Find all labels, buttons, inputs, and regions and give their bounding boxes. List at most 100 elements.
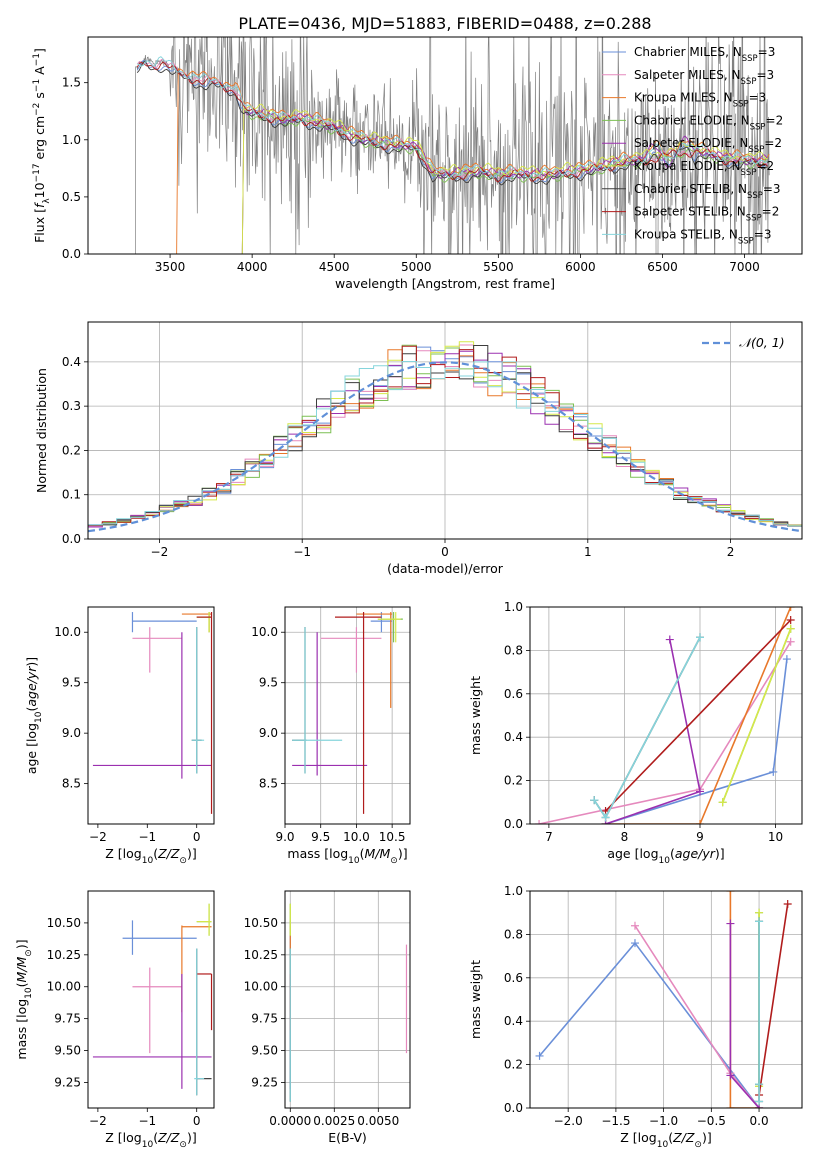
axes-frame (87, 36, 803, 255)
legend-label: Chabrier MILES, NSSP=3 (634, 45, 775, 64)
weight-marker (782, 655, 791, 664)
x-tick-label: 10.5 (379, 830, 406, 844)
errorbar-salpeter-stelib (196, 973, 213, 1031)
axes-frame (284, 606, 411, 825)
errorbar-salpeter-stelib (335, 612, 382, 814)
x-tick-label: −1 (138, 1114, 156, 1128)
figure-title: PLATE=0436, MJD=51883, FIBERID=0488, z=0… (238, 14, 651, 33)
weight-marker (696, 633, 704, 642)
weight-marker (786, 637, 795, 646)
x-tick-label: 6000 (565, 260, 596, 274)
x-tick-label: 0.0050 (357, 1114, 399, 1128)
y-tick-label: 0.3 (62, 399, 81, 413)
x-tick-label: −1.5 (601, 1114, 630, 1128)
x-tick-label: 3500 (155, 260, 186, 274)
x-tick-label: 4500 (319, 260, 350, 274)
weight-marker (786, 607, 795, 611)
weight-marker (630, 939, 639, 948)
legend-label: Chabrier ELODIE, NSSP=2 (634, 113, 783, 132)
x-tick-label: −2.0 (554, 1114, 583, 1128)
x-tick-label: 9.0 (275, 830, 294, 844)
axes-frame (87, 606, 215, 825)
weight-line (593, 637, 701, 820)
x-tick-label: −2 (89, 830, 107, 844)
axes-frame (529, 890, 803, 1109)
errorbar-chabrier-stelib (292, 627, 307, 774)
y-tick-label: 10.50 (47, 916, 81, 930)
errorbar-kroupa-stelib (194, 948, 205, 1096)
weight-series-kroupa-stelib (590, 633, 704, 822)
y-tick-label: 0.0 (62, 247, 81, 261)
panel-residuals: −2 −1 0 1 2 0.0 0.1 0.2 0.3 0.4 (data-model)/error… (34, 321, 803, 576)
errorbar-kroupa-stelib (292, 627, 343, 774)
x-tick-label: 0.0025 (313, 1114, 355, 1128)
plot-area-age-vs-mass (292, 612, 403, 814)
x-axis-label: E(B-V) (328, 1130, 367, 1145)
weight-marker (755, 1097, 764, 1106)
axes-frame (284, 890, 411, 1109)
legend-label: 𝒩(0, 1) (739, 335, 785, 350)
y-axis-label: mass weight (468, 960, 483, 1039)
plot-area-mass-vs-ebv (289, 903, 408, 1102)
panel-weight-vs-age: 7 8 9 10 0.0 0.2 0.4 0.6 0.8 1.0 age [log10(age/yr… (468, 600, 803, 866)
x-tick-label: −1 (138, 830, 156, 844)
y-tick-label: 0.0 (504, 817, 523, 831)
errorbar-kroupa-elodie (377, 612, 401, 643)
panel-age-vs-mass: 9.0 9.5 10.0 10.5 8.5 9.0 9.5 10.0 mass [log10(M… (251, 606, 411, 866)
weight-line (721, 628, 792, 803)
weight-marker (535, 1051, 544, 1060)
weight-marker (786, 616, 795, 625)
errorbar-kroupa-elodie (196, 612, 212, 633)
y-tick-label: 0.8 (504, 927, 523, 941)
y-axis-label: mass weight (468, 676, 483, 755)
axes-frame (529, 606, 803, 825)
axes-frame (87, 890, 215, 1109)
weight-marker (786, 624, 795, 633)
y-tick-label: 9.75 (251, 1012, 278, 1026)
weight-marker (783, 900, 792, 909)
panel-age-vs-Z: −2 −1 0 8.5 9.0 9.5 10.0 Z [log10(Z/Z⊙)] age [lo… (24, 606, 215, 866)
x-tick-label: 5500 (483, 260, 514, 274)
weight-line (538, 641, 792, 824)
weight-series-salpeter-stelib (601, 616, 795, 815)
weight-marker (601, 813, 610, 822)
weight-series-salpeter-elodie (726, 919, 764, 1108)
weight-series-salpeter-miles (630, 921, 764, 1108)
errorbar-kroupa-elodie (196, 903, 212, 936)
x-tick-label: 9 (696, 830, 704, 844)
model-line-chabrier-stelib (136, 60, 768, 186)
y-tick-label: 9.0 (259, 726, 278, 740)
data-spectrum-line (88, 37, 770, 254)
x-tick-label: 7000 (729, 260, 760, 274)
weight-line (605, 607, 792, 824)
weight-series-salpeter-miles (535, 637, 795, 824)
y-tick-label: 0.8 (504, 643, 523, 657)
y-tick-label: 0.2 (504, 774, 523, 788)
y-tick-label: 8.5 (62, 777, 81, 791)
x-axis-label: Z [log10(Z/Z⊙)] (105, 1130, 196, 1150)
legend-label: Kroupa MILES, NSSP=3 (634, 91, 766, 110)
y-tick-label: 0.2 (504, 1058, 523, 1072)
weight-marker (630, 921, 639, 930)
weight-marker (726, 1071, 735, 1080)
errorbar-chabrier-miles (131, 612, 197, 633)
x-tick-label: 10.0 (343, 830, 370, 844)
y-tick-label: 10.25 (244, 948, 278, 962)
y-tick-label: 9.5 (259, 676, 278, 690)
x-tick-label: 7 (545, 830, 553, 844)
x-tick-label: 4000 (237, 260, 268, 274)
panel-weight-vs-Z: −2.0 −1.5 −1.0 −0.5 0.0 0.0 0.2 0.4 0.6 0.8 1.0 Z [… (468, 884, 803, 1150)
plot-area-age-vs-Z (92, 612, 213, 814)
weight-marker (726, 1104, 735, 1108)
legend-label: Salpeter STELIB, NSSP=2 (634, 205, 779, 224)
plot-area-mass-vs-Z (92, 903, 213, 1096)
weight-line (538, 941, 760, 1108)
errorbar-chabrier-stelib (196, 948, 212, 1096)
x-tick-label: −1.0 (649, 1114, 678, 1128)
weight-series-salpeter-stelib (755, 900, 792, 1099)
x-tick-label: 0.0 (750, 1114, 769, 1128)
x-tick-label: 6500 (647, 260, 678, 274)
weight-line (605, 659, 788, 824)
x-tick-label: −2 (89, 1114, 107, 1128)
weight-series-chabrier-miles (535, 939, 764, 1108)
